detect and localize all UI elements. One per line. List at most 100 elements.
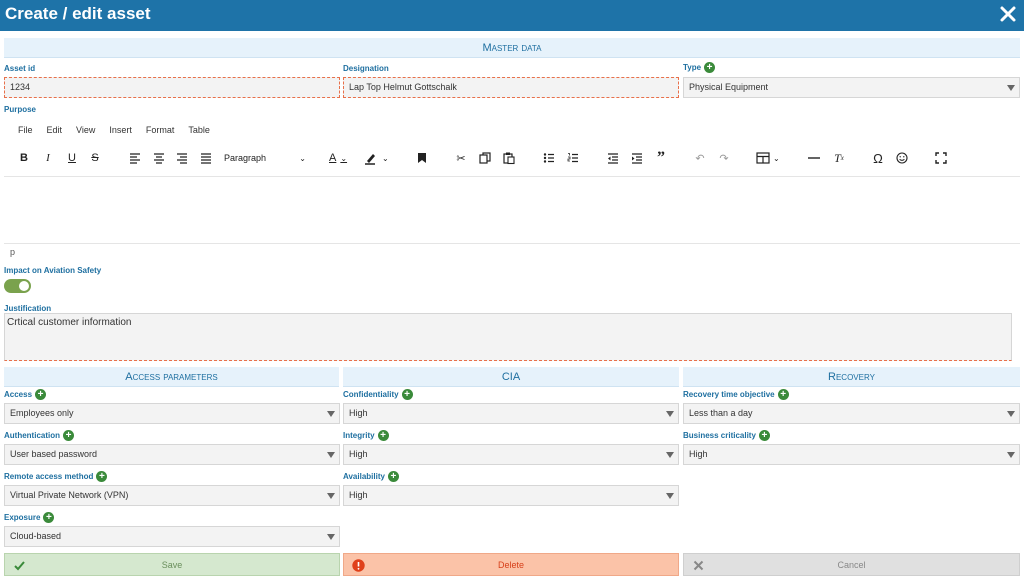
text-color-icon[interactable]: A ⌄ bbox=[329, 152, 348, 164]
undo-icon[interactable]: ↶ bbox=[695, 152, 705, 165]
redo-icon[interactable]: ↷ bbox=[719, 152, 729, 165]
add-type-plus-icon[interactable]: + bbox=[704, 62, 716, 73]
chevron-down-icon bbox=[327, 452, 335, 458]
menu-format[interactable]: Format bbox=[145, 125, 175, 135]
confidentiality-select[interactable]: High bbox=[343, 403, 679, 424]
type-select[interactable]: Physical Equipment bbox=[683, 77, 1020, 98]
add-confidentiality-plus-icon[interactable]: + bbox=[401, 389, 413, 400]
menu-file[interactable]: File bbox=[18, 125, 33, 135]
access-parameters-header: Access parameters bbox=[4, 367, 339, 387]
integrity-label: Integrity + bbox=[343, 430, 389, 441]
add-availability-plus-icon[interactable]: + bbox=[387, 471, 399, 482]
add-business-criticality-plus-icon[interactable]: + bbox=[758, 430, 770, 441]
type-select-value: Physical Equipment bbox=[689, 82, 769, 92]
remote-access-label: Remote access method + bbox=[4, 471, 108, 482]
dialog-titlebar: Create / edit asset bbox=[0, 0, 1024, 31]
align-left-icon[interactable] bbox=[129, 150, 141, 166]
copy-icon[interactable] bbox=[479, 150, 491, 166]
business-criticality-label: Business criticality + bbox=[683, 430, 770, 441]
rto-value: Less than a day bbox=[689, 408, 753, 418]
editor-statusbar: p bbox=[4, 243, 1020, 260]
menu-table[interactable]: Table bbox=[188, 125, 210, 135]
impact-toggle[interactable] bbox=[4, 279, 31, 293]
add-exposure-plus-icon[interactable]: + bbox=[43, 512, 55, 523]
block-format-value: Paragraph bbox=[224, 153, 267, 163]
purpose-label: Purpose bbox=[4, 105, 37, 114]
add-access-plus-icon[interactable]: + bbox=[35, 389, 47, 400]
menu-edit[interactable]: Edit bbox=[46, 125, 63, 135]
impact-label: Impact on Aviation Safety bbox=[4, 266, 102, 275]
align-right-icon[interactable] bbox=[176, 150, 188, 166]
chevron-down-icon bbox=[1007, 85, 1015, 91]
availability-label: Availability + bbox=[343, 471, 399, 482]
highlight-icon[interactable]: ⌄ bbox=[364, 150, 392, 166]
add-remote-access-plus-icon[interactable]: + bbox=[96, 471, 108, 482]
block-format-select[interactable]: Paragraph ⌄ bbox=[220, 150, 306, 166]
justify-icon[interactable] bbox=[200, 150, 212, 166]
fullscreen-icon[interactable] bbox=[935, 150, 947, 166]
bullet-list-icon[interactable] bbox=[543, 150, 555, 166]
chevron-down-icon: ⌄ bbox=[299, 153, 306, 163]
chevron-down-icon bbox=[666, 452, 674, 458]
asset-id-label: Asset id bbox=[4, 64, 36, 73]
authentication-label: Authentication + bbox=[4, 430, 74, 441]
table-icon[interactable]: ⌄ bbox=[756, 150, 784, 166]
justification-textarea[interactable]: Crtical customer information bbox=[4, 313, 1012, 361]
availability-select[interactable]: High bbox=[343, 485, 679, 506]
asset-id-input[interactable]: 1234 bbox=[4, 77, 340, 98]
editor-path: p bbox=[10, 247, 16, 257]
underline-icon[interactable]: U bbox=[68, 152, 76, 164]
chevron-down-icon bbox=[327, 411, 335, 417]
delete-button[interactable]: Delete bbox=[343, 553, 679, 576]
authentication-select[interactable]: User based password bbox=[4, 444, 340, 465]
bold-icon[interactable]: B bbox=[20, 152, 28, 164]
rto-select[interactable]: Less than a day bbox=[683, 403, 1020, 424]
justification-label: Justification bbox=[4, 304, 52, 313]
special-char-icon[interactable]: Ω bbox=[873, 150, 883, 166]
horizontal-rule-icon[interactable] bbox=[808, 150, 820, 166]
cancel-label: Cancel bbox=[837, 560, 866, 570]
authentication-value: User based password bbox=[10, 449, 98, 459]
chevron-down-icon bbox=[666, 493, 674, 499]
blockquote-icon[interactable]: ” bbox=[657, 149, 665, 166]
add-authentication-plus-icon[interactable]: + bbox=[63, 430, 74, 441]
menu-insert[interactable]: Insert bbox=[109, 125, 132, 135]
exposure-label: Exposure + bbox=[4, 512, 55, 523]
editor-menubar: File Edit View Insert Format Table bbox=[4, 121, 1020, 139]
bookmark-icon[interactable] bbox=[416, 150, 428, 166]
add-rto-plus-icon[interactable]: + bbox=[777, 389, 789, 400]
paste-icon[interactable] bbox=[503, 150, 515, 166]
outdent-icon[interactable] bbox=[607, 150, 619, 166]
check-icon bbox=[14, 561, 25, 571]
remote-access-select[interactable]: Virtual Private Network (VPN) bbox=[4, 485, 340, 506]
remote-access-value: Virtual Private Network (VPN) bbox=[10, 490, 129, 500]
add-integrity-plus-icon[interactable]: + bbox=[377, 430, 389, 441]
designation-input[interactable]: Lap Top Helmut Gottschalk bbox=[343, 77, 679, 98]
emoji-icon[interactable] bbox=[896, 150, 908, 166]
save-button[interactable]: Save bbox=[4, 553, 340, 576]
chevron-down-icon bbox=[1007, 411, 1015, 417]
cancel-button[interactable]: Cancel bbox=[683, 553, 1020, 576]
italic-icon[interactable]: I bbox=[46, 152, 50, 164]
confidentiality-value: High bbox=[349, 408, 368, 418]
indent-icon[interactable] bbox=[631, 150, 643, 166]
toggle-knob bbox=[19, 281, 29, 291]
access-select[interactable]: Employees only bbox=[4, 403, 340, 424]
designation-label: Designation bbox=[343, 64, 389, 73]
availability-value: High bbox=[349, 490, 368, 500]
alert-icon bbox=[352, 559, 365, 572]
menu-view[interactable]: View bbox=[76, 125, 96, 135]
numbered-list-icon[interactable] bbox=[567, 150, 579, 166]
delete-label: Delete bbox=[497, 560, 524, 570]
exposure-select[interactable]: Cloud-based bbox=[4, 526, 340, 547]
integrity-select[interactable]: High bbox=[343, 444, 679, 465]
close-icon[interactable] bbox=[998, 4, 1018, 24]
cut-icon[interactable]: ✂ bbox=[456, 152, 466, 165]
rto-label: Recovery time objective + bbox=[683, 389, 789, 400]
business-criticality-select[interactable]: High bbox=[683, 444, 1020, 465]
strikethrough-icon[interactable]: S bbox=[91, 152, 99, 164]
align-center-icon[interactable] bbox=[153, 150, 165, 166]
purpose-editor-body[interactable] bbox=[4, 176, 1020, 243]
